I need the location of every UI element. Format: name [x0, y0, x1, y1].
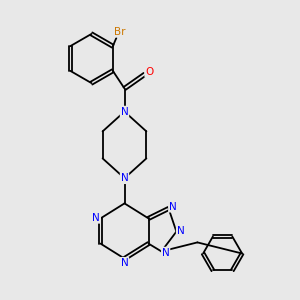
- Text: N: N: [169, 202, 177, 212]
- Text: N: N: [121, 258, 128, 268]
- Text: N: N: [92, 213, 100, 223]
- Text: N: N: [177, 226, 184, 236]
- Text: N: N: [121, 173, 128, 183]
- Text: N: N: [162, 248, 170, 258]
- Text: N: N: [121, 106, 128, 117]
- Text: O: O: [145, 67, 154, 77]
- Text: Br: Br: [114, 27, 125, 37]
